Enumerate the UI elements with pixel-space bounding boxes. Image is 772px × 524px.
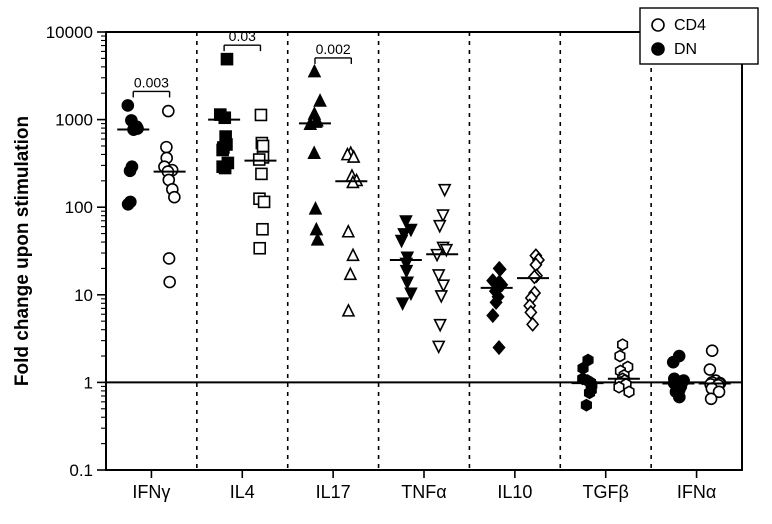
svg-text:CD4: CD4	[674, 17, 706, 34]
svg-text:0.003: 0.003	[134, 74, 169, 90]
svg-text:0.1: 0.1	[69, 461, 93, 480]
svg-text:TNFα: TNFα	[401, 482, 446, 502]
svg-text:1: 1	[84, 373, 93, 392]
svg-text:TGFβ: TGFβ	[583, 482, 629, 502]
scatter-chart: 0.1 1 10 100 1000 10000 Fold change upon stimu…	[0, 0, 772, 524]
svg-text:IL17: IL17	[316, 482, 351, 502]
svg-text:100: 100	[65, 198, 93, 217]
svg-text:Fold change upon stimulation: Fold change upon stimulation	[12, 116, 33, 386]
svg-text:DN: DN	[674, 41, 697, 58]
svg-text:0.03: 0.03	[229, 28, 256, 44]
svg-text:IFNγ: IFNγ	[132, 482, 170, 502]
chart-container: 0.1 1 10 100 1000 10000 Fold change upon stimu…	[0, 0, 772, 524]
svg-text:1000: 1000	[55, 111, 93, 130]
svg-text:0.002: 0.002	[316, 41, 351, 57]
svg-text:IFNα: IFNα	[677, 482, 716, 502]
svg-text:IL4: IL4	[230, 482, 255, 502]
svg-text:IL10: IL10	[497, 482, 532, 502]
svg-text:10: 10	[74, 286, 93, 305]
svg-text:10000: 10000	[46, 23, 93, 42]
